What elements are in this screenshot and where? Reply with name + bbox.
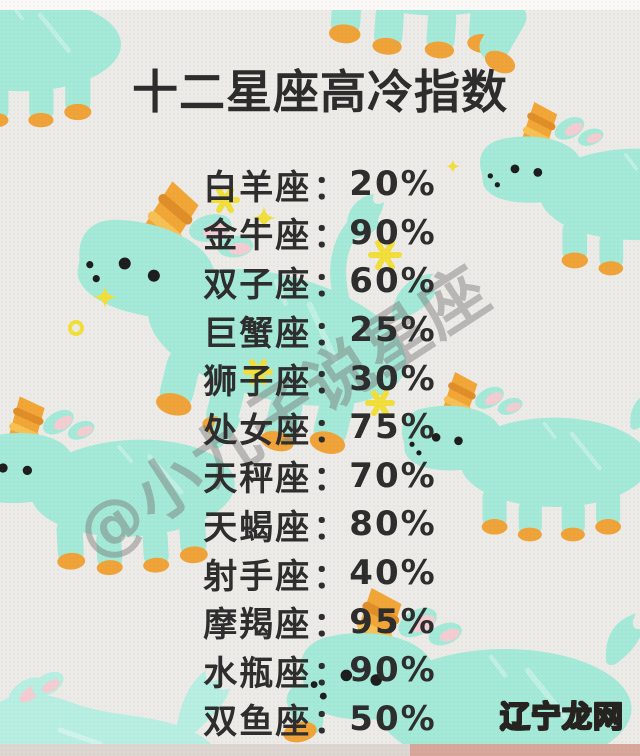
colon-separator: ：	[313, 410, 348, 451]
site-logo: 辽宁龙网	[499, 692, 624, 736]
colon-separator: ：	[313, 605, 348, 646]
colon-separator: ：	[313, 216, 348, 257]
zodiac-value: 80%	[349, 504, 437, 545]
colon-separator: ：	[313, 313, 348, 354]
zodiac-sign-label: 双子座	[203, 264, 312, 305]
bottom-border-band	[0, 744, 640, 756]
zodiac-sign-label: 处女座	[203, 410, 312, 451]
zodiac-row-taurus: 金牛座： 90%	[0, 209, 640, 258]
zodiac-sign-label: 金牛座	[203, 216, 312, 257]
zodiac-value: 70%	[349, 455, 437, 496]
zodiac-sign-label: 狮子座	[203, 362, 312, 403]
unicorn-tail-tuft	[330, 194, 384, 316]
zodiac-sign-label: 白羊座	[203, 167, 312, 208]
zodiac-value: 25%	[349, 310, 437, 351]
zodiac-row-sagittarius: 射手座： 40%	[0, 549, 640, 598]
page-title: 十二星座高冷指数	[132, 65, 508, 119]
zodiac-row-virgo: 处女座： 75%	[0, 403, 640, 452]
zodiac-sign-label: 射手座	[203, 556, 312, 597]
site-logo-part2: 龙网	[561, 699, 624, 735]
zodiac-row-aries: 白羊座： 20%	[0, 160, 640, 209]
colon-separator: ：	[313, 653, 348, 694]
zodiac-row-leo: 狮子座： 30%	[0, 354, 640, 403]
colon-separator: ：	[313, 362, 348, 403]
zodiac-row-scorpio: 天蝎座： 80%	[0, 500, 640, 549]
colon-separator: ：	[313, 702, 348, 743]
zodiac-row-gemini: 双子座： 60%	[0, 257, 640, 306]
zodiac-sign-label: 摩羯座	[203, 605, 312, 646]
site-logo-part1: 辽宁	[499, 699, 562, 735]
zodiac-row-cancer: 巨蟹座： 25%	[0, 306, 640, 355]
unicorn-leg-bottom-center	[283, 684, 324, 743]
colon-separator: ：	[313, 507, 348, 548]
colon-separator: ：	[313, 167, 348, 208]
colon-separator: ：	[313, 459, 348, 500]
unicorn-illustration-bottom-left	[0, 670, 230, 756]
zodiac-sign-label: 巨蟹座	[203, 313, 312, 354]
zodiac-value: 20%	[349, 164, 437, 205]
zodiac-value: 75%	[349, 407, 437, 448]
zodiac-value: 60%	[349, 261, 437, 302]
zodiac-row-pisces: 双鱼座： 50%	[0, 695, 640, 744]
zodiac-value: 30%	[349, 358, 437, 399]
zodiac-value: 90%	[349, 212, 437, 253]
colon-separator: ：	[313, 264, 348, 305]
bottom-border-tint	[410, 744, 640, 756]
zodiac-value: 95%	[349, 601, 437, 642]
zodiac-sign-label: 水瓶座	[203, 653, 312, 694]
unicorn-leg-top-right	[479, 2, 527, 74]
zodiac-sign-label: 天蝎座	[203, 507, 312, 548]
zodiac-row-libra: 天秤座： 70%	[0, 452, 640, 501]
zodiac-row-aquarius: 水瓶座： 90%	[0, 646, 640, 695]
zodiac-value: 90%	[349, 650, 437, 691]
top-border-band	[0, 0, 640, 10]
zodiac-row-capricorn: 摩羯座： 95%	[0, 597, 640, 646]
zodiac-value: 50%	[349, 698, 437, 739]
zodiac-list: 白羊座： 20% 金牛座： 90% 双子座： 60% 巨蟹座： 25% 狮子座： 30% …	[0, 160, 640, 743]
zodiac-sign-label: 天秤座	[203, 459, 312, 500]
colon-separator: ：	[313, 556, 348, 597]
zodiac-sign-label: 双鱼座	[203, 702, 312, 743]
zodiac-value: 40%	[349, 553, 437, 594]
